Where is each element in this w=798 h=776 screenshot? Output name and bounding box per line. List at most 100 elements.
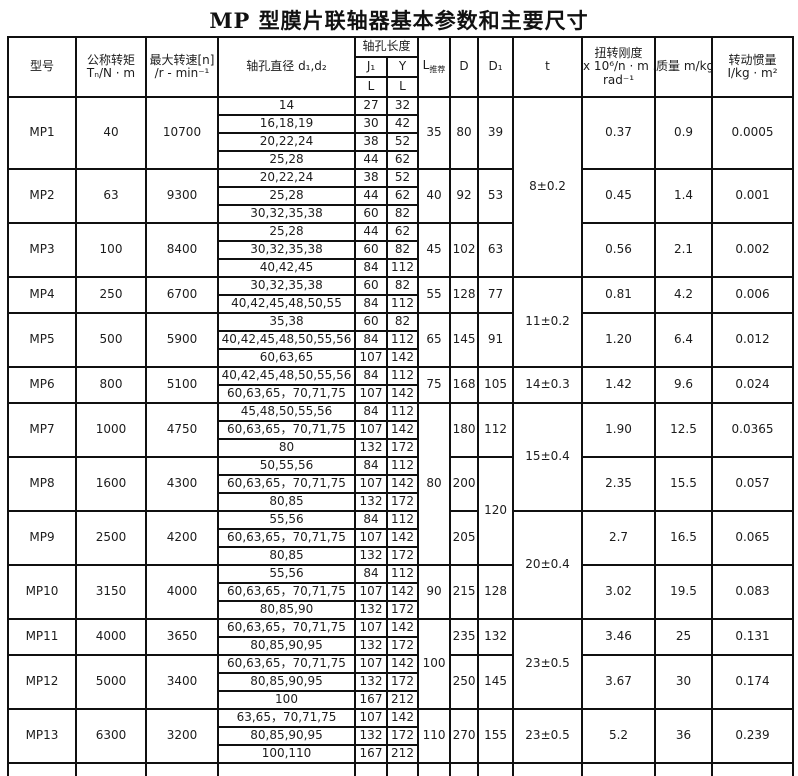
d-cell: 80 xyxy=(449,96,480,170)
speed-cell: 4300 xyxy=(145,456,219,512)
mass-cell: 19.5 xyxy=(654,564,714,620)
col-j1-header: J₁ xyxy=(354,56,388,78)
inertia-cell: 0.083 xyxy=(711,564,795,620)
model-cell: MP4 xyxy=(7,276,77,314)
speed-cell: 4200 xyxy=(145,510,219,566)
bore-diameter-cell: 100 xyxy=(217,690,356,710)
d1-cell: 120 xyxy=(477,456,515,566)
mass-cell: 4.2 xyxy=(654,276,714,314)
stiffness-cell: 2.35 xyxy=(581,456,657,512)
d-cell: 128 xyxy=(449,276,480,314)
model-cell: MP13 xyxy=(7,708,77,764)
table-row-mp3-2: 40,42,45 84 112 xyxy=(8,258,793,278)
y-length-cell: 172 xyxy=(385,600,420,620)
bore-diameter-cell: 40,42,45,48,50,55,56 xyxy=(217,330,356,350)
j1-length-cell: 132 xyxy=(354,600,388,620)
bore-diameter-cell: 63,65，70,71,75 xyxy=(217,708,356,728)
j1-length-cell: 60 xyxy=(354,312,388,332)
cutoff-cell xyxy=(417,762,452,776)
stiffness-cell: 1.90 xyxy=(581,402,657,458)
bore-diameter-cell: 80 xyxy=(217,438,356,458)
table-row-mp2-2: 30,32,35,38 60 82 xyxy=(8,204,793,224)
torque-cell: 800 xyxy=(75,366,147,404)
y-length-cell: 112 xyxy=(385,564,420,584)
d1-cell: 39 xyxy=(477,96,515,170)
bore-diameter-cell: 60,63,65，70,71,75 xyxy=(217,384,356,404)
table-row-mp5-1: 40,42,45,48,50,55,56 84 112 xyxy=(8,330,793,350)
stiffness-cell: 3.46 xyxy=(581,618,657,656)
mass-cell: 6.4 xyxy=(654,312,714,368)
j1-length-cell: 107 xyxy=(354,348,388,368)
bore-diameter-cell: 35,38 xyxy=(217,312,356,332)
model-cell: MP5 xyxy=(7,312,77,368)
col-model-header: 型号 xyxy=(7,36,77,98)
table-row-mp5-2: 60,63,65 107 142 xyxy=(8,348,793,368)
parameters-table: 型号 公称转矩 Tₙ/N · m 最大转速[n] /r - min⁻¹ 轴孔直径… xyxy=(7,36,795,776)
y-length-cell: 82 xyxy=(385,240,420,260)
speed-cell: 3650 xyxy=(145,618,219,656)
table-row-mp1-0: MP1 40 10700 14 27 32 35 80 39 8±0.2 0.37 0.9 0.0005 xyxy=(7,96,795,278)
cutoff-cell xyxy=(217,762,356,776)
j1-length-cell: 30 xyxy=(354,114,388,134)
model-cell: MP3 xyxy=(7,222,77,278)
bore-diameter-cell: 20,22,24 xyxy=(217,168,356,188)
j1-length-cell: 107 xyxy=(354,384,388,404)
j1-length-cell: 84 xyxy=(354,402,388,422)
table-row-mp4-0: MP4 250 6700 30,32,35,38 60 82 55 128 77 11±0.2 0.… xyxy=(7,276,795,368)
y-length-cell: 112 xyxy=(385,294,420,314)
table-row-mp5-0: MP5 500 5900 35,38 60 82 65 145 91 1.20 6.4 0.012 xyxy=(7,312,795,368)
y-length-cell: 142 xyxy=(385,654,420,674)
table-row-mp10-2: 80,85,90 132 172 xyxy=(8,600,793,620)
mass-cell: 16.5 xyxy=(654,510,714,566)
col-d1-header: D₁ xyxy=(477,36,515,98)
table-row-mp3-0: MP3 100 8400 25,28 44 62 45 102 63 0.56 2.1 0.002 xyxy=(7,222,795,278)
table-row-mp8-2: 80,85 132 172 xyxy=(8,492,793,512)
y-length-cell: 62 xyxy=(385,222,420,242)
y-length-cell: 212 xyxy=(385,690,420,710)
j1-length-cell: 107 xyxy=(354,420,388,440)
header-row-1: 型号 公称转矩 Tₙ/N · m 最大转速[n] /r - min⁻¹ 轴孔直径… xyxy=(7,36,795,98)
stiffness-cell: 3.02 xyxy=(581,564,657,620)
j1-length-cell: 84 xyxy=(354,510,388,530)
y-length-cell: 42 xyxy=(385,114,420,134)
speed-cell: 3200 xyxy=(145,708,219,764)
bore-diameter-cell: 60,63,65，70,71,75 xyxy=(217,420,356,440)
bore-diameter-cell: 55,56 xyxy=(217,510,356,530)
t-cell: 20±0.4 xyxy=(512,510,584,620)
d1-cell: 105 xyxy=(477,366,515,404)
y-length-cell: 52 xyxy=(385,168,420,188)
d-cell: 235 xyxy=(449,618,480,656)
l-recommended-cell: 100 xyxy=(417,618,452,710)
l-recommended-cell: 80 xyxy=(417,402,452,566)
stiffness-cell: 3.67 xyxy=(581,654,657,710)
speed-cell: 5900 xyxy=(145,312,219,368)
bore-diameter-cell: 14 xyxy=(217,96,356,116)
bore-diameter-cell: 100,110 xyxy=(217,744,356,764)
bore-diameter-cell: 80,85,90 xyxy=(217,600,356,620)
cutoff-cell xyxy=(449,762,480,776)
inertia-cell: 0.024 xyxy=(711,366,795,404)
table-row-mp2-0: MP2 63 9300 20,22,24 38 52 40 92 53 0.45 1.4 0.001 xyxy=(7,168,795,224)
table-row-mp12-1: 80,85,90,95 132 172 xyxy=(8,672,793,692)
j1-length-cell: 60 xyxy=(354,276,388,296)
mass-cell: 36 xyxy=(654,708,714,764)
table-row-mp11-1: 80,85,90,95 132 172 xyxy=(8,636,793,656)
j1-length-cell: 107 xyxy=(354,582,388,602)
torque-cell: 40 xyxy=(75,96,147,170)
model-cell: MP2 xyxy=(7,168,77,224)
d-cell: 92 xyxy=(449,168,480,224)
bore-diameter-cell: 40,42,45 xyxy=(217,258,356,278)
torque-cell: 63 xyxy=(75,168,147,224)
d-cell: 200 xyxy=(449,456,480,512)
y-length-cell: 32 xyxy=(385,96,420,116)
table-row-mp12-0: MP12 5000 3400 60,63,65，70,71,75 107 142 250 14… xyxy=(7,654,795,710)
j1-length-cell: 38 xyxy=(354,132,388,152)
y-length-cell: 112 xyxy=(385,510,420,530)
stiffness-cell: 0.81 xyxy=(581,276,657,314)
torque-cell: 3150 xyxy=(75,564,147,620)
j1-length-cell: 167 xyxy=(354,690,388,710)
d1-cell: 63 xyxy=(477,222,515,278)
col-bore-length-group-header: 轴孔长度 xyxy=(353,36,420,58)
j1-length-cell: 60 xyxy=(354,204,388,224)
cutoff-cell xyxy=(711,762,795,776)
